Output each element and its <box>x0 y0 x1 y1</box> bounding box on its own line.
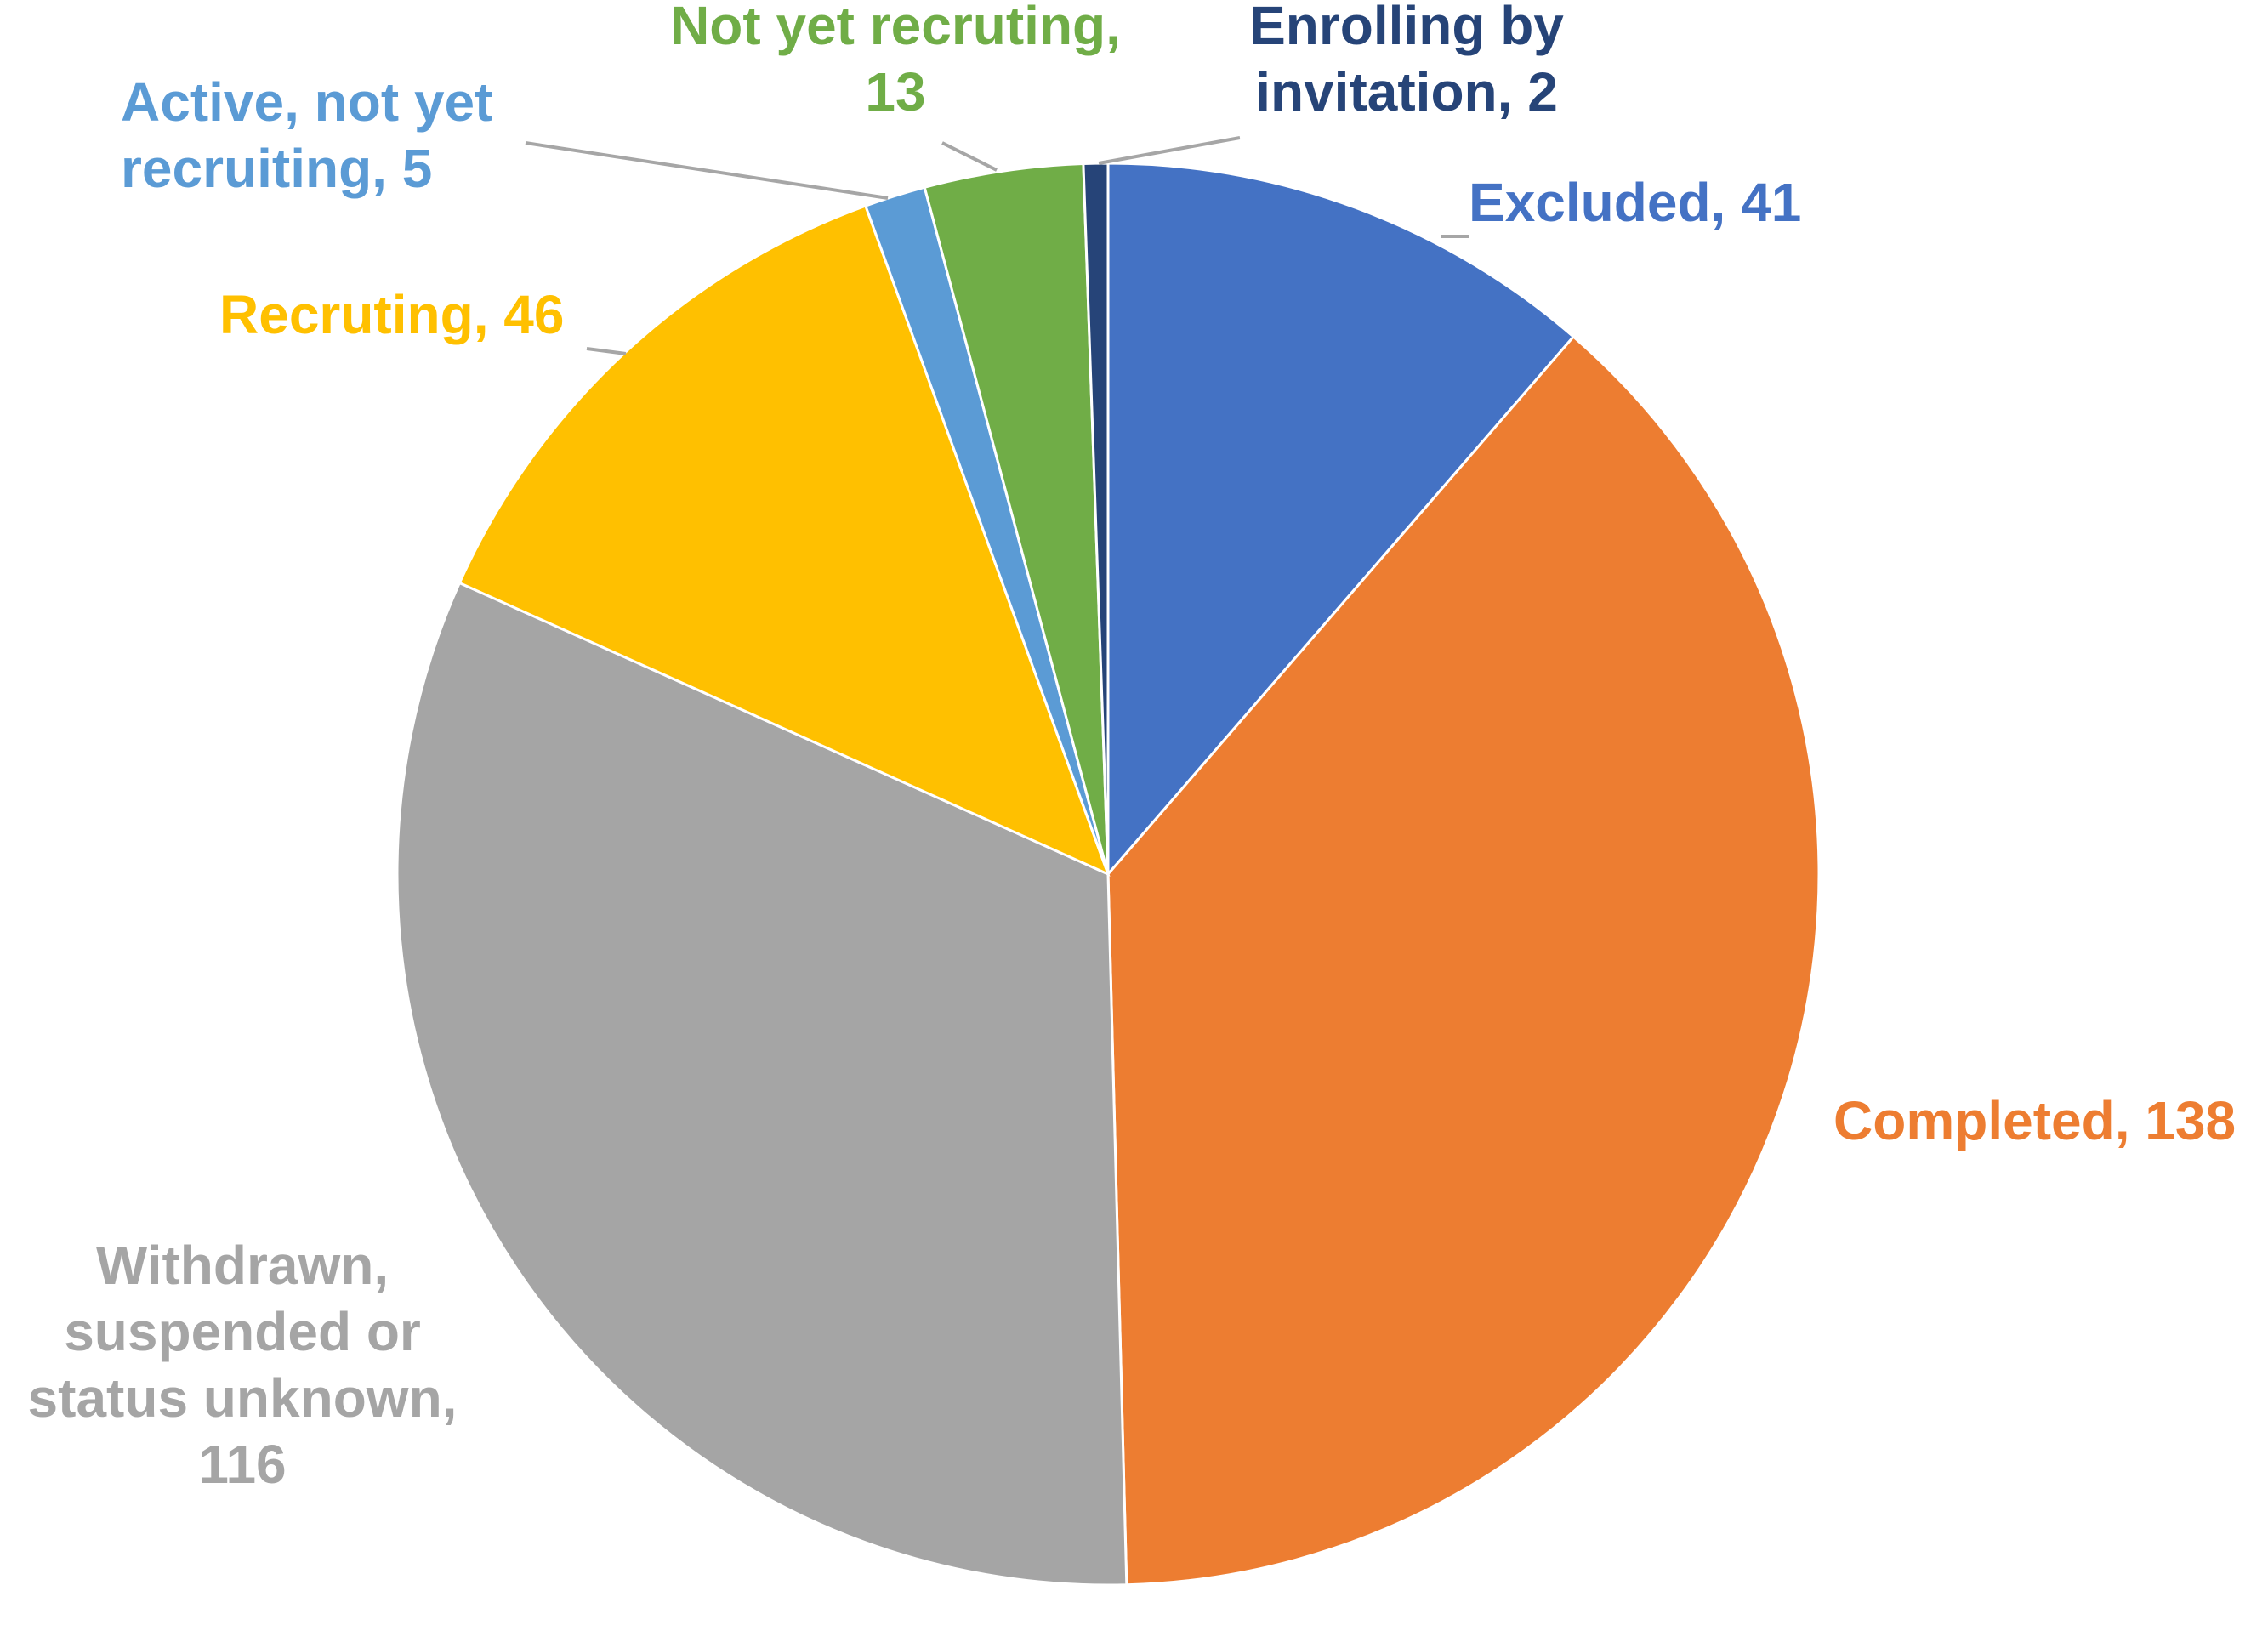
data-label-line: Completed, 138 <box>1833 1090 2236 1151</box>
data-label-line: suspended or <box>64 1301 421 1362</box>
pie-slice-withdrawn-suspended-or-status-unknown <box>395 581 1128 1587</box>
leader-lines <box>525 136 1469 355</box>
data-label-excluded: Excluded, 41 <box>1469 172 1801 233</box>
data-label-enrolling-by-invitation: Enrolling by invitation, 2 <box>1249 0 1564 122</box>
pie-slice-excluded <box>1106 162 1576 878</box>
data-label-withdrawn-suspended-or-status-unknown: Withdrawn, suspended or status unknown, 116 <box>28 1235 458 1495</box>
data-labels: Excluded, 41 Completed, 138 Withdrawn, susp… <box>28 0 2236 1495</box>
data-label-line: Excluded, 41 <box>1469 172 1801 233</box>
data-label-line: Enrolling by <box>1249 0 1564 56</box>
data-label-line: Not yet recruting, <box>670 0 1121 56</box>
leader-line-not-yet-recruting <box>941 141 998 172</box>
data-label-line: Active, not yet <box>121 71 492 133</box>
data-label-not-yet-recruting: Not yet recruting, 13 <box>670 0 1121 122</box>
data-label-line: 116 <box>198 1434 286 1495</box>
leader-line-recruting <box>586 347 627 355</box>
data-label-active-not-yet-recruiting: Active, not yet recruiting, 5 <box>121 71 492 199</box>
pie-slice-completed <box>1106 334 1821 1587</box>
pie-slices <box>395 162 1821 1587</box>
leader-line-active-not-yet-recruiting <box>525 141 889 200</box>
data-label-line: status unknown, <box>28 1367 458 1429</box>
data-label-line: 13 <box>865 61 925 122</box>
data-label-line: Recruting, 46 <box>219 284 564 345</box>
data-label-line: Withdrawn, <box>96 1235 389 1296</box>
data-label-line: invitation, 2 <box>1255 61 1558 122</box>
leader-line-enrolling-by-invitation <box>1098 136 1241 165</box>
data-label-completed: Completed, 138 <box>1833 1090 2236 1151</box>
data-label-recruting: Recruting, 46 <box>219 284 564 345</box>
data-label-line: recruiting, 5 <box>121 138 432 199</box>
